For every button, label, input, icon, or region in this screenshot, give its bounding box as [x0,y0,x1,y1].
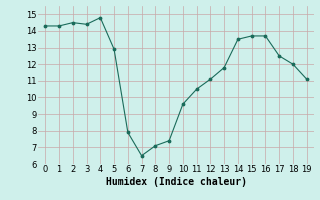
X-axis label: Humidex (Indice chaleur): Humidex (Indice chaleur) [106,177,246,187]
